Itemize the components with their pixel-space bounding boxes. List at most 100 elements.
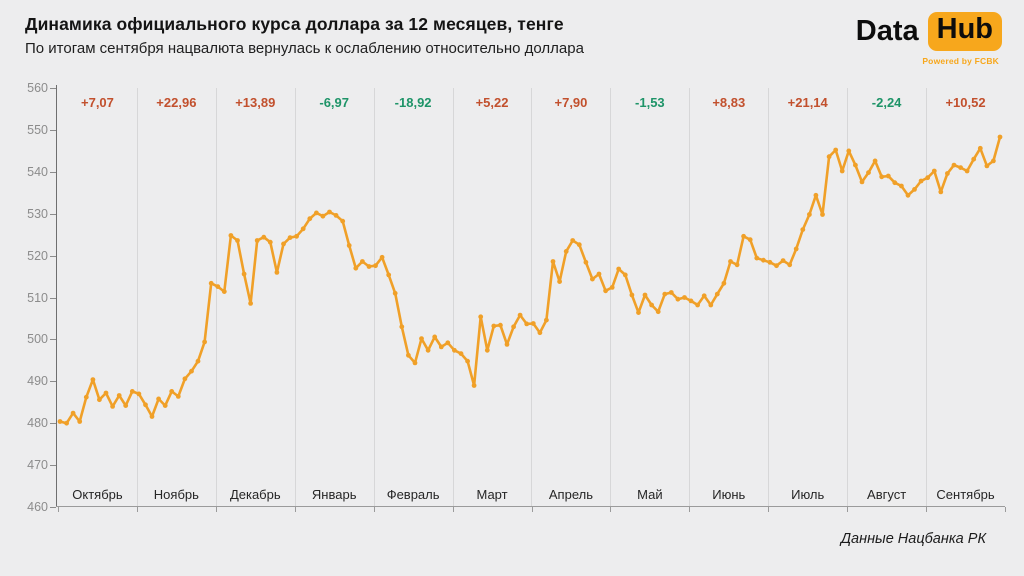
rate-point-marker: [931, 168, 937, 174]
rate-point-marker: [839, 168, 845, 174]
rate-point-marker: [866, 170, 871, 175]
rate-point-marker: [971, 156, 977, 162]
rate-point-marker: [195, 358, 201, 364]
y-axis-tick-label: 460: [27, 500, 48, 514]
rate-point-marker: [64, 420, 69, 426]
rate-point-marker: [208, 280, 214, 286]
rate-point-marker: [977, 145, 983, 151]
y-axis-tick-mark: [50, 423, 56, 425]
rate-point-marker: [116, 393, 122, 398]
x-axis-tick-mark: [58, 507, 59, 512]
datahub-logo: Data Hub: [856, 12, 1002, 51]
month-column: +7,90 Апрель: [532, 88, 612, 507]
rate-point-marker: [458, 351, 464, 356]
monthly-change-label: +21,14: [787, 95, 828, 110]
rate-point-marker: [899, 183, 904, 189]
monthly-change-label: -18,92: [394, 95, 432, 110]
month-axis-label: Май: [637, 487, 663, 502]
rate-point-marker: [872, 158, 878, 164]
rate-point-marker: [984, 163, 990, 169]
rate-point-marker: [432, 334, 438, 340]
y-axis-tick-mark: [50, 465, 56, 467]
y-axis-tick-mark: [50, 255, 56, 257]
rate-point-marker: [925, 175, 931, 181]
rate-point-marker: [169, 389, 175, 394]
rate-point-marker: [267, 239, 273, 245]
rate-point-marker: [149, 414, 155, 419]
rate-point-marker: [714, 291, 720, 297]
rate-point-marker: [215, 284, 221, 289]
rate-point-marker: [366, 264, 372, 269]
rate-point-marker: [958, 165, 963, 170]
rate-point-marker: [583, 259, 589, 265]
month-axis-label: Август: [867, 487, 907, 502]
rate-point-marker: [235, 238, 240, 243]
monthly-change-label: -1,53: [635, 95, 665, 110]
rate-point-marker: [471, 383, 477, 388]
month-axis-label: Апрель: [548, 487, 593, 502]
rate-point-marker: [721, 280, 727, 286]
rate-point-marker: [622, 272, 628, 278]
rate-point-marker: [885, 173, 891, 179]
rate-point-marker: [668, 290, 674, 295]
rate-point-marker: [774, 263, 779, 269]
y-axis-tick-label: 510: [27, 290, 48, 305]
y-axis-tick-label: 530: [27, 206, 48, 221]
y-axis-tick-mark: [50, 339, 56, 341]
rate-point-marker: [892, 180, 898, 186]
y-axis-tick-label: 490: [27, 374, 48, 389]
rate-point-marker: [524, 321, 530, 327]
rate-point-marker: [945, 171, 950, 176]
rate-point-marker: [511, 324, 516, 330]
rate-point-marker: [563, 249, 569, 254]
rate-point-marker: [905, 192, 911, 198]
month-column: -18,92 Февраль: [374, 88, 454, 507]
x-axis-tick-mark: [136, 507, 138, 512]
rate-point-marker: [136, 391, 142, 397]
rate-point-marker: [761, 257, 766, 263]
x-axis-tick-mark: [452, 507, 454, 512]
rate-point-marker: [103, 390, 109, 396]
month-axis-label: Октябрь: [72, 487, 123, 502]
month-column: -1,53 Май: [610, 88, 691, 507]
rate-point-marker: [603, 288, 608, 294]
rate-point-marker: [504, 342, 510, 347]
month-axis-label: Ноябрь: [153, 487, 199, 502]
month-column: +5,22 Март: [453, 88, 533, 507]
month-axis-label: Июль: [791, 487, 825, 502]
rate-point-marker: [346, 243, 352, 248]
rate-point-marker: [97, 397, 102, 403]
rate-point-marker: [478, 314, 484, 320]
rate-point-marker: [123, 403, 129, 408]
rate-point-marker: [767, 259, 773, 265]
rate-point-marker: [340, 218, 346, 224]
rate-point-marker: [445, 340, 451, 346]
x-axis-tick-mark: [926, 507, 928, 512]
monthly-change-label: -2,24: [871, 95, 902, 110]
rate-point-marker: [254, 238, 260, 243]
rate-point-marker: [629, 292, 635, 298]
logo-text-data: Data: [855, 14, 919, 47]
monthly-change-label: +10,52: [945, 95, 986, 110]
rate-point-marker: [741, 233, 746, 239]
y-axis-tick-label: 520: [27, 248, 48, 263]
month-column: +10,52 Сентябрь: [926, 88, 1005, 507]
x-axis-line: [56, 506, 1005, 507]
y-axis-tick-mark: [50, 381, 56, 383]
rate-point-marker: [649, 302, 654, 308]
logo-text-hub: Hub: [927, 12, 1002, 51]
rate-point-marker: [90, 377, 96, 382]
rate-point-marker: [997, 134, 1003, 140]
rate-point-marker: [912, 187, 917, 192]
x-axis-tick-mark: [215, 507, 217, 512]
rate-point-marker: [419, 336, 424, 341]
month-axis-label: Декабрь: [229, 487, 281, 502]
rate-point-marker: [110, 404, 115, 409]
monthly-change-label: +22,96: [156, 95, 197, 110]
y-axis-tick-mark: [50, 213, 56, 215]
rate-point-marker: [938, 189, 944, 195]
rate-point-marker: [590, 276, 595, 282]
rate-point-marker: [452, 347, 457, 353]
rate-point-marker: [688, 298, 694, 304]
